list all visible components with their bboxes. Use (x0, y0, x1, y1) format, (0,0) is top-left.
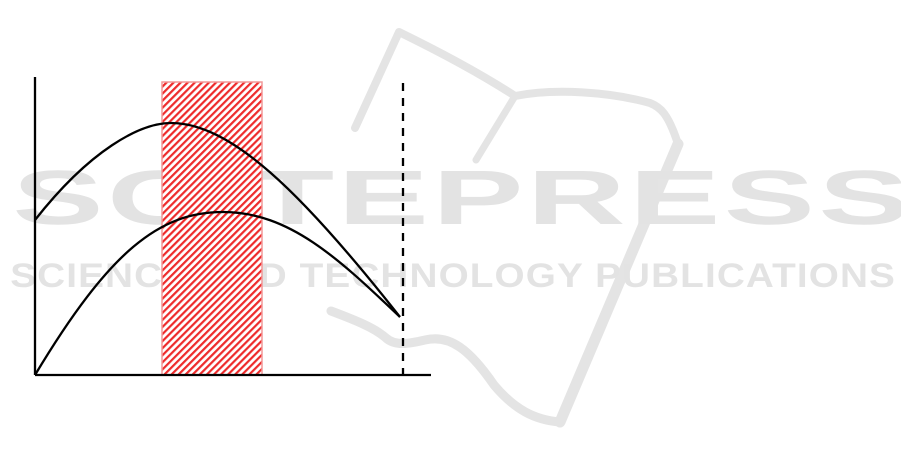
svg-text:SCITEPRESS: SCITEPRESS (12, 155, 901, 240)
svg-text:SCIENCE AND TECHNOLOGY PUBLICA: SCIENCE AND TECHNOLOGY PUBLICATIONS (10, 256, 896, 294)
